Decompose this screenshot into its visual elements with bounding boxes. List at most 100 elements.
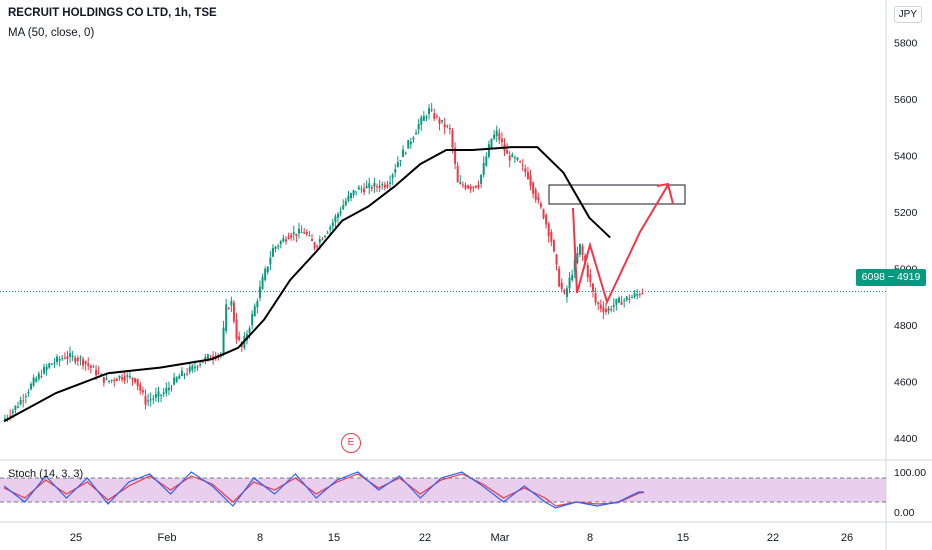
candle-body [165,388,168,394]
price-tick-label: 4400 [894,433,918,445]
stoch-band-fill [0,478,886,502]
candle-body [22,400,25,402]
candle-body [134,378,137,383]
earnings-event-marker[interactable]: E [341,433,361,453]
candle-body [56,356,59,362]
candle-body [529,175,532,186]
candle-body [415,132,418,135]
candle-body [368,183,371,188]
candle-body [157,391,160,397]
annotation-box [548,184,686,205]
candle-body [19,400,22,405]
candle-body [402,149,405,158]
candle-body [459,182,462,184]
candle-body [378,185,381,189]
candle-body [79,357,82,359]
candle-body [204,357,207,361]
candle-body [92,366,95,368]
candle-body [472,186,475,188]
price-tick-label: 5200 [894,207,918,219]
candle-body [516,157,519,160]
candle-body [201,361,204,363]
candle-body [539,203,542,208]
candle-body [227,308,230,310]
candle-body [383,184,386,188]
candle-body [513,157,516,159]
candle-body [74,357,77,363]
candle-body [599,304,602,309]
candle-body [487,144,490,157]
candle-body [508,155,511,161]
candle-body [258,286,261,299]
candle-body [534,189,537,200]
candle-body [498,133,501,140]
candle-body [186,373,189,375]
candle-body [357,187,360,190]
candle-body [43,367,46,374]
candle-body [95,369,98,376]
candle-body [40,376,43,378]
candle-body [292,232,295,235]
candle-body [139,384,142,391]
candle-body [425,117,428,119]
candle-body [318,239,321,243]
candle-body [443,123,446,128]
candle-body [113,379,116,382]
currency-badge[interactable]: JPY [893,6,922,23]
candle-body [266,266,269,273]
candle-body [337,213,340,218]
candle-body [199,364,202,366]
candle-body [550,231,553,242]
ma-indicator-label[interactable]: MA (50, close, 0) [8,27,95,39]
candle-body [76,358,79,362]
candle-body [604,308,607,312]
candle-body [461,184,464,186]
candle-body [641,292,644,294]
candle-body [9,415,12,417]
candle-body [581,246,584,255]
candle-body [607,307,610,312]
candle-body [282,238,285,242]
candle-body [261,276,264,290]
candle-body [167,387,170,391]
candle-body [45,366,48,371]
candle-body [594,293,597,303]
candle-body [521,164,524,166]
stoch-tick-label: 100.00 [894,467,926,479]
candle-body [310,239,313,241]
candle-body [27,391,30,394]
candle-body [454,148,457,164]
candle-body [360,188,363,190]
candle-body [87,363,90,366]
candle-body [264,268,267,280]
candle-body [313,242,316,249]
candle-body [63,357,66,359]
candle-body [277,245,280,247]
candle-body [506,149,509,154]
candle-body [467,185,470,189]
candle-body [610,308,613,310]
candle-body [222,327,225,354]
candle-body [451,130,454,148]
candle-body [576,253,579,264]
candle-body [620,301,623,305]
candle-body [412,137,415,140]
stoch-indicator-label[interactable]: Stoch (14, 3, 3) [8,468,84,480]
candle-body [50,363,53,365]
candle-body [404,152,407,154]
candle-body [66,356,69,359]
candle-body [638,294,641,296]
candle-body [347,195,350,201]
candle-body [381,184,384,186]
candle-body [628,298,631,300]
candle-body [399,160,402,162]
stoch-tick-label: 0.00 [894,507,915,519]
candle-body [115,378,118,382]
candle-body [279,241,282,245]
candle-body [586,264,589,278]
candle-body [633,293,636,297]
time-tick-label: 25 [70,532,82,544]
candle-body [565,288,568,297]
candle-body [84,361,87,364]
candle-body [355,191,358,193]
